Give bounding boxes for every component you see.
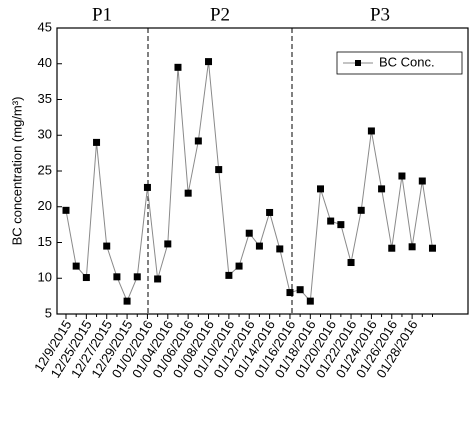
y-tick-label: 15: [38, 234, 52, 249]
data-point: [286, 289, 294, 297]
y-tick-label: 35: [38, 91, 52, 106]
data-point: [317, 185, 324, 193]
legend-marker: [355, 60, 361, 66]
data-point: [143, 183, 151, 191]
data-point: [306, 297, 314, 305]
data-point: [398, 172, 406, 180]
data-point: [255, 242, 263, 250]
data-point: [154, 275, 162, 283]
data-point: [133, 273, 141, 281]
data-point: [418, 177, 426, 185]
data-point: [266, 208, 274, 216]
data-point: [428, 244, 436, 252]
data-point: [113, 273, 121, 281]
data-point: [194, 137, 202, 145]
period-label: P2: [210, 4, 230, 25]
data-point: [62, 206, 70, 214]
y-tick-label: 10: [38, 270, 52, 285]
data-point: [357, 206, 365, 214]
y-tick-label: 40: [38, 55, 52, 70]
legend-label: BC Conc.: [379, 54, 435, 69]
y-tick-label: 25: [38, 162, 52, 177]
y-tick-label: 30: [38, 127, 52, 142]
legend-box: [336, 51, 463, 75]
data-point: [164, 240, 172, 248]
data-point: [347, 259, 355, 267]
data-point: [327, 217, 335, 225]
data-point: [72, 262, 80, 270]
data-point: [184, 189, 192, 197]
data-point: [103, 242, 111, 250]
data-point: [123, 297, 131, 305]
data-point: [174, 63, 182, 71]
data-point: [337, 221, 345, 229]
data-point: [205, 58, 213, 66]
data-point: [225, 271, 233, 279]
data-point: [408, 243, 416, 251]
y-tick-label: 20: [38, 198, 52, 213]
data-point: [276, 245, 284, 253]
period-label: P1: [92, 4, 112, 25]
y-tick-label: 5: [45, 305, 52, 320]
y-axis-label: BC concentration (mg/m³): [9, 97, 24, 246]
data-point: [215, 166, 223, 174]
data-point: [367, 127, 375, 135]
data-point: [388, 244, 396, 252]
data-point: [82, 274, 90, 282]
y-tick-label: 45: [38, 19, 52, 34]
period-label: P3: [370, 4, 390, 25]
data-point: [235, 262, 243, 270]
data-point: [93, 138, 101, 146]
series-line: [65, 61, 433, 303]
data-point: [296, 286, 304, 294]
data-point: [378, 185, 386, 193]
data-point: [245, 229, 253, 237]
